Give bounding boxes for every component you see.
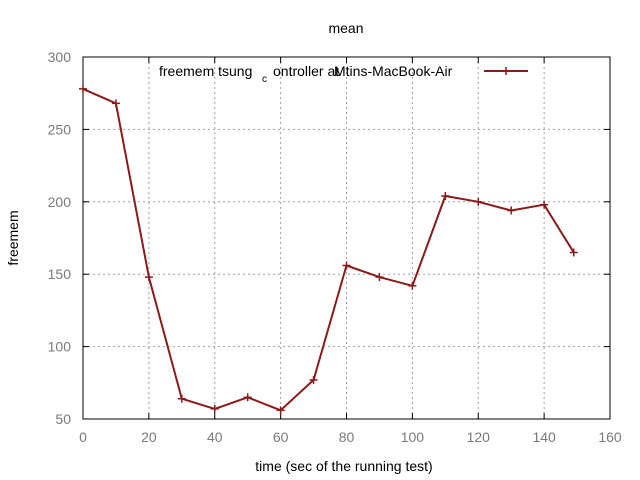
y-tick-label: 150 <box>48 266 72 282</box>
data-point <box>309 375 318 384</box>
data-point <box>441 192 450 201</box>
data-point <box>243 393 252 402</box>
series-line <box>82 87 575 412</box>
data-point <box>111 99 120 108</box>
axis-ticks: 0 20 40 60 80 100 120 140 160 50 100 150 200 250 300 <box>48 49 622 445</box>
legend-label-part-2: c <box>262 74 267 85</box>
data-point <box>144 273 153 282</box>
x-tick-label: 40 <box>207 429 223 445</box>
x-axis-title: time (sec of the running test) <box>255 458 432 474</box>
y-tick-label: 50 <box>55 411 71 427</box>
x-tick-label: 120 <box>467 429 491 445</box>
data-point <box>375 273 384 282</box>
x-tick-label: 100 <box>401 429 425 445</box>
data-point <box>210 404 219 413</box>
data-point <box>540 200 549 209</box>
y-tick-label: 250 <box>48 121 72 137</box>
x-tick-label: 140 <box>532 429 556 445</box>
series-layer <box>79 84 578 415</box>
grid-lines <box>83 57 610 419</box>
legend-marker <box>502 67 510 75</box>
y-axis-title: freemem <box>5 210 21 265</box>
x-tick-label: 160 <box>598 429 622 445</box>
legend-label-part-4: Mtins-MacBook-Air <box>334 63 453 79</box>
data-point <box>474 197 483 206</box>
x-tick-label: 80 <box>339 429 355 445</box>
data-point <box>507 206 516 215</box>
data-point <box>569 248 578 257</box>
y-tick-label: 300 <box>48 49 72 65</box>
data-point <box>276 406 285 415</box>
x-tick-label: 20 <box>141 429 157 445</box>
y-tick-label: 100 <box>48 339 72 355</box>
data-point <box>177 394 186 403</box>
data-point <box>342 261 351 270</box>
data-point <box>408 281 417 290</box>
x-tick-label: 0 <box>79 429 87 445</box>
legend: freemem tsung c ontroller at Mtins-MacBo… <box>159 63 528 85</box>
legend-label-part-3: ontroller at <box>273 63 339 79</box>
legend-label-part-1: freemem tsung <box>159 63 252 79</box>
chart-title: mean <box>328 20 363 36</box>
data-point <box>79 84 87 93</box>
y-tick-label: 200 <box>48 194 72 210</box>
x-tick-label: 60 <box>273 429 289 445</box>
